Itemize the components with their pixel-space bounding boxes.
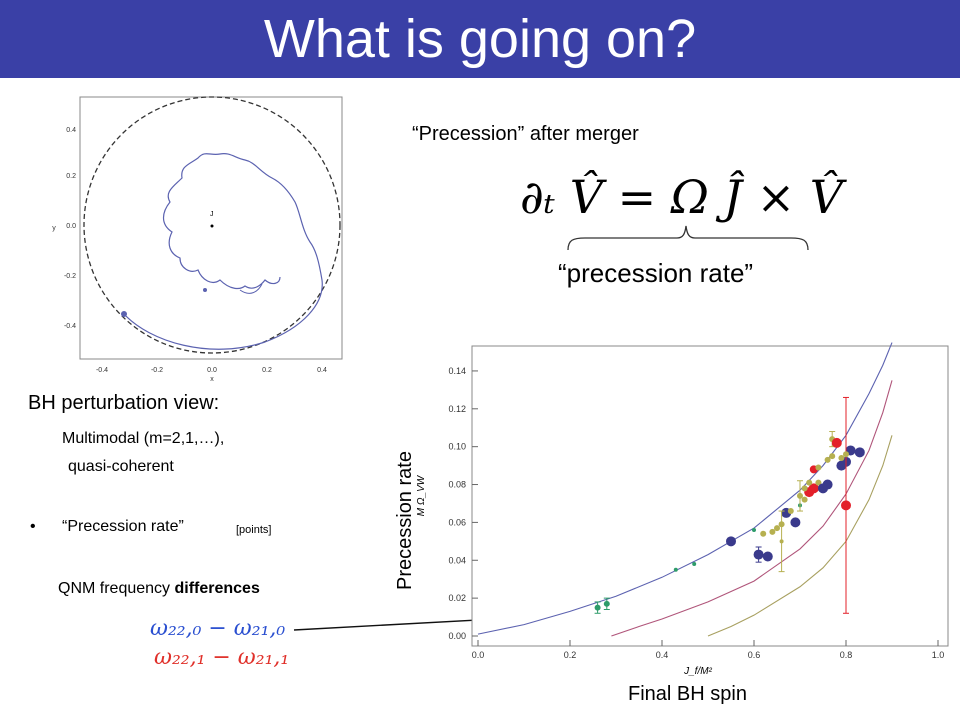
qnm-bold: differences — [174, 580, 260, 597]
chart-point — [790, 517, 801, 528]
chart-point — [838, 455, 845, 462]
chart-ytick-label: 0.06 — [448, 517, 466, 527]
chart-xtick-label: 0.4 — [656, 650, 669, 660]
qnm-prefix: QNM frequency — [58, 580, 175, 597]
omega-formula-blue: ω₂₂,₀ − ω₂₁,₀ — [150, 616, 286, 641]
orbit-xlabel: x — [210, 376, 214, 382]
chart-point — [769, 528, 776, 535]
chart-point — [808, 483, 819, 494]
precession-rate-chart: M Ω_VW J_f/M² 0.0 0.2 0.4 0.6 0.8 1.0 0.00 0.02… — [416, 342, 949, 677]
chart-point — [854, 447, 865, 458]
orbit-ytick: 0.0 — [66, 223, 76, 230]
chart-ytick-label: 0.04 — [448, 555, 466, 565]
orbit-start-dot — [121, 311, 127, 317]
chart-xtick-label: 1.0 — [932, 650, 945, 660]
chart-curve — [707, 435, 893, 637]
orbit-xtick: 0.4 — [317, 367, 327, 374]
chart-xtick-label: 0.8 — [840, 650, 853, 660]
chart-point — [779, 539, 784, 544]
chart-point — [692, 562, 697, 567]
precession-rate-bullet-text: “Precession rate” — [62, 518, 184, 535]
chart-point — [752, 527, 756, 532]
chart-point — [815, 479, 822, 486]
chart-ytick-label: 0.10 — [448, 442, 466, 452]
chart-point — [801, 485, 808, 492]
orbit-xtick: -0.2 — [151, 367, 163, 374]
chart-point — [762, 551, 773, 562]
chart-frame — [471, 345, 949, 647]
chart-xlabel: J_f/M² — [683, 666, 712, 677]
chart-point — [801, 496, 808, 503]
underbrace — [567, 225, 809, 251]
points-note: [points] — [236, 524, 272, 536]
chart-xtick-label: 0.2 — [564, 650, 577, 660]
chart-point — [753, 549, 764, 560]
quasi-coherent-text: quasi-coherent — [68, 458, 174, 475]
orbit-xtick: 0.0 — [207, 367, 217, 374]
orbit-ylabel: y — [52, 225, 56, 232]
orbit-xtick: -0.4 — [96, 367, 108, 374]
chart-ytick-label: 0.08 — [448, 480, 466, 490]
slide-title: What is going on? — [263, 9, 697, 69]
chart-point — [673, 567, 678, 572]
orbit-ytick: 0.4 — [66, 127, 76, 134]
bullet: • — [30, 518, 36, 535]
center-label: J — [210, 211, 214, 218]
chart-point — [843, 451, 849, 458]
precession-after-merger-text: “Precession” after merger — [412, 123, 639, 145]
multimodal-text: Multimodal (m=2,1,…), — [62, 430, 225, 447]
chart-point — [774, 525, 780, 532]
chart-point — [822, 479, 833, 490]
chart-point — [815, 464, 822, 471]
chart-ytick-label: 0.14 — [448, 366, 466, 376]
chart-point — [831, 437, 842, 448]
precession-rate-label: “precession rate” — [558, 258, 754, 288]
x-axis-caption: Final BH spin — [628, 683, 747, 705]
bh-perturbation-heading: BH perturbation view: — [28, 392, 220, 414]
chart-point — [760, 530, 767, 537]
precession-equation: ∂ₜ V̂ = Ω Ĵ × V̂ — [520, 170, 843, 224]
chart-point — [787, 508, 794, 515]
chart-point — [806, 479, 813, 486]
orbit-plot: J -0.4 -0.2 0.0 0.2 0.4 x 0.4 0.2 0.0 -0… — [52, 96, 343, 382]
qnm-frequency-text: QNM frequency differences — [58, 580, 260, 598]
orbit-ytick: 0.2 — [66, 173, 76, 180]
chart-point — [829, 453, 836, 460]
orbit-ytick: -0.2 — [64, 273, 76, 280]
orbit-ytick: -0.4 — [64, 323, 76, 330]
chart-point — [824, 456, 831, 463]
orbit-end-dot — [203, 288, 207, 292]
chart-point — [594, 604, 601, 611]
chart-ytick-label: 0.12 — [448, 404, 466, 414]
chart-ytick-label: 0.00 — [448, 631, 466, 641]
chart-xtick-label: 0.6 — [748, 650, 761, 660]
chart-point — [841, 500, 851, 511]
chart-point — [726, 536, 736, 547]
chart-ylabel: M Ω_VW — [416, 474, 427, 516]
chart-ytick-label: 0.02 — [448, 593, 466, 603]
orbit-trajectory — [123, 153, 323, 350]
center-dot — [210, 224, 214, 228]
title-bar — [0, 0, 960, 78]
chart-curve — [611, 380, 893, 637]
omega-formula-red: ω₂₂,₁ − ω₂₁,₁ — [154, 645, 290, 670]
chart-point — [603, 600, 610, 607]
dashed-circle — [83, 96, 341, 354]
chart-xtick-label: 0.0 — [472, 650, 485, 660]
orbit-xtick: 0.2 — [262, 367, 272, 374]
chart-point — [797, 492, 803, 499]
